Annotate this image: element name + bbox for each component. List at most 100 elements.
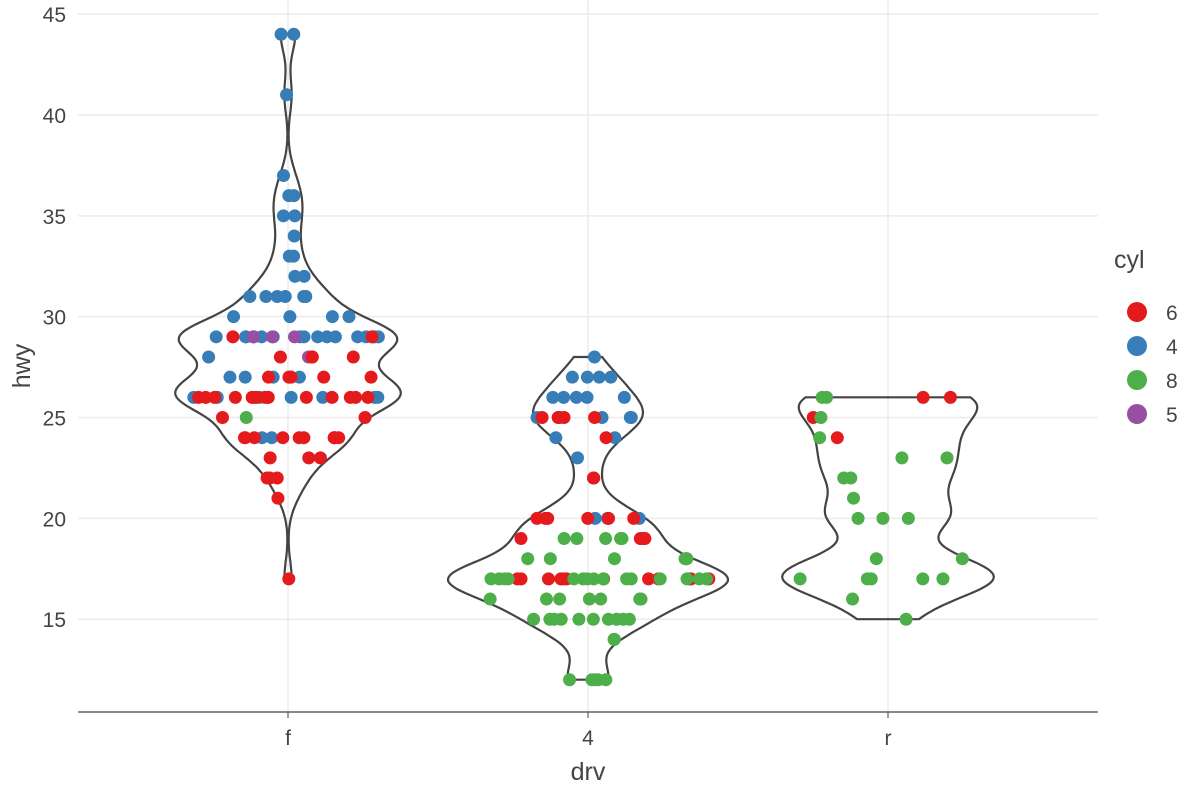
point-cyl-4	[243, 289, 257, 303]
point-cyl-6	[541, 572, 555, 586]
point-cyl-8	[567, 572, 581, 586]
point-cyl-8	[570, 532, 584, 546]
point-cyl-4	[297, 289, 311, 303]
point-cyl-6	[271, 491, 285, 505]
point-cyl-6	[358, 411, 372, 425]
point-cyl-5	[246, 330, 260, 344]
point-cyl-6	[364, 370, 378, 384]
point-cyl-6	[261, 390, 275, 404]
point-cyl-6	[302, 451, 316, 465]
point-cyl-4	[592, 370, 606, 384]
y-tick-label: 40	[43, 105, 66, 128]
point-cyl-4	[604, 370, 618, 384]
point-cyl-6	[551, 411, 565, 425]
point-cyl-6	[247, 431, 261, 445]
point-cyl-8	[916, 572, 930, 586]
legend-label: 4	[1166, 336, 1178, 359]
legend-key-8	[1127, 370, 1147, 390]
y-tick-label: 35	[43, 206, 66, 229]
point-cyl-8	[940, 451, 954, 465]
point-cyl-4	[588, 350, 602, 364]
y-tick-label: 15	[43, 609, 66, 632]
point-cyl-6	[349, 390, 363, 404]
point-cyl-8	[553, 592, 567, 606]
x-tick-label: 4	[582, 727, 594, 750]
point-cyl-8	[596, 572, 610, 586]
point-cyl-4	[259, 289, 273, 303]
point-cyl-6	[261, 370, 275, 384]
point-cyl-6	[633, 532, 647, 546]
point-cyl-6	[305, 350, 319, 364]
point-cyl-8	[622, 612, 636, 626]
point-cyl-8	[624, 572, 638, 586]
point-cyl-6	[556, 572, 570, 586]
point-cyl-4	[276, 168, 290, 182]
point-cyl-6	[226, 330, 240, 344]
point-cyl-4	[278, 289, 292, 303]
point-cyl-8	[547, 612, 561, 626]
point-cyl-5	[288, 330, 302, 344]
point-cyl-6	[313, 451, 327, 465]
point-cyl-8	[614, 532, 628, 546]
point-cyl-6	[273, 350, 287, 364]
point-cyl-4	[571, 451, 585, 465]
point-cyl-8	[837, 471, 851, 485]
point-cyl-8	[869, 552, 883, 566]
point-cyl-8	[601, 612, 615, 626]
point-cyl-6	[327, 431, 341, 445]
point-cyl-4	[580, 370, 594, 384]
legend-label: 5	[1166, 404, 1178, 427]
point-cyl-8	[653, 572, 667, 586]
point-cyl-8	[851, 511, 865, 525]
point-cyl-4	[288, 209, 302, 223]
point-cyl-8	[813, 431, 827, 445]
point-cyl-6	[627, 511, 641, 525]
legend-label: 8	[1166, 370, 1178, 393]
point-cyl-8	[955, 552, 969, 566]
point-cyl-4	[624, 411, 638, 425]
point-cyl-6	[581, 511, 595, 525]
point-cyl-6	[208, 390, 222, 404]
point-cyl-8	[793, 572, 807, 586]
point-cyl-6	[642, 572, 656, 586]
point-cyl-8	[563, 673, 577, 687]
point-cyl-4	[238, 370, 252, 384]
point-cyl-4	[284, 390, 298, 404]
legend-title: cyl	[1114, 246, 1145, 274]
point-cyl-8	[483, 592, 497, 606]
point-cyl-8	[521, 552, 535, 566]
point-cyl-6	[263, 451, 277, 465]
point-cyl-6	[916, 390, 930, 404]
point-cyl-6	[237, 431, 251, 445]
point-cyl-4	[565, 370, 579, 384]
point-cyl-4	[580, 390, 594, 404]
point-cyl-8	[680, 572, 694, 586]
point-cyl-8	[680, 552, 694, 566]
point-cyl-4	[274, 27, 288, 41]
y-ticks: 15 20 25 30 35 40 45	[43, 4, 66, 632]
point-cyl-4	[328, 330, 342, 344]
point-cyl-6	[292, 431, 306, 445]
point-cyl-5	[265, 330, 279, 344]
point-cyl-6	[215, 411, 229, 425]
point-cyl-6	[325, 390, 339, 404]
point-cyl-4	[287, 249, 301, 263]
point-cyl-4	[265, 431, 279, 445]
point-cyl-6	[282, 572, 296, 586]
point-cyl-8	[820, 390, 834, 404]
y-tick-label: 20	[43, 508, 66, 531]
point-cyl-4	[316, 390, 330, 404]
point-cyl-8	[814, 411, 828, 425]
point-cyl-4	[311, 330, 325, 344]
point-cyl-8	[539, 592, 553, 606]
legend-key-4	[1127, 336, 1147, 356]
y-tick-label: 45	[43, 4, 66, 27]
legend-label: 6	[1166, 302, 1178, 325]
legend-key-6	[1127, 302, 1147, 322]
point-cyl-4	[283, 310, 297, 324]
point-cyl-8	[582, 592, 596, 606]
point-cyl-6	[535, 411, 549, 425]
point-cyl-6	[263, 471, 277, 485]
violin-4	[446, 355, 730, 681]
